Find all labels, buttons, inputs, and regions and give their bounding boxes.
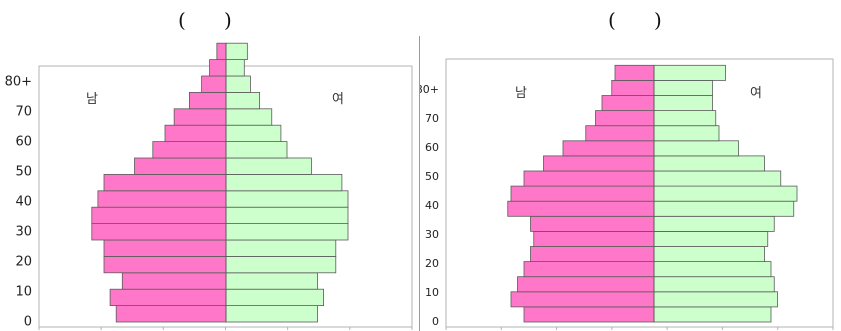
population-pyramid-right: 0 10 20 30 40 50 60 70 80+ 남 여 xyxy=(420,58,834,330)
bar-female xyxy=(653,185,798,202)
y-tick-label: 80+ xyxy=(420,83,439,96)
bar-male xyxy=(510,291,655,308)
bar-male xyxy=(97,190,227,208)
population-pyramid-left: 0 10 20 30 40 50 60 70 80+ 남 여 xyxy=(5,42,413,330)
bar-female xyxy=(225,173,343,192)
bar-male xyxy=(173,108,227,126)
bar-female xyxy=(653,125,720,142)
bar-female xyxy=(225,157,312,175)
label-male: 남 xyxy=(86,92,98,107)
bar-female xyxy=(653,155,765,172)
bar-male xyxy=(517,276,655,293)
bar-female xyxy=(225,206,349,224)
y-tick-label: 10 xyxy=(15,285,32,300)
y-tick-label: 0 xyxy=(432,315,439,328)
y-tick-label: 70 xyxy=(425,112,439,125)
label-male: 남 xyxy=(515,86,527,101)
bar-male xyxy=(611,80,655,96)
bar-male xyxy=(152,141,227,159)
bar-male xyxy=(530,246,655,263)
y-tick-label: 0 xyxy=(24,315,32,330)
bar-male xyxy=(543,155,655,172)
bar-female xyxy=(653,261,772,278)
y-tick-label: 40 xyxy=(15,195,32,210)
bar-female xyxy=(653,80,713,96)
y-tick-label: 40 xyxy=(425,199,439,212)
bar-male xyxy=(103,255,227,274)
bar-female xyxy=(225,59,245,77)
bar-male xyxy=(614,64,655,81)
label-female: 여 xyxy=(750,86,762,101)
bar-male xyxy=(103,173,227,192)
bar-female xyxy=(225,305,318,323)
label-female: 여 xyxy=(332,92,344,107)
bar-male xyxy=(103,239,227,257)
bar-female xyxy=(225,141,288,159)
bar-male xyxy=(523,261,655,278)
bar-female xyxy=(225,255,337,274)
bar-male xyxy=(91,223,227,241)
bar-male xyxy=(562,140,655,157)
bar-male xyxy=(510,185,655,202)
y-tick-label: 60 xyxy=(15,135,32,150)
bar-female xyxy=(653,140,739,157)
y-tick-label: 70 xyxy=(15,105,32,120)
bar-male xyxy=(530,215,655,232)
bar-female xyxy=(653,95,713,112)
bar-male xyxy=(134,157,227,175)
bar-male xyxy=(201,75,227,93)
y-tick-label: 80+ xyxy=(5,75,32,90)
bar-female xyxy=(653,246,765,263)
bar-female xyxy=(225,124,282,142)
caption-right: ( ) xyxy=(608,8,662,32)
bar-male xyxy=(109,288,227,307)
bar-female xyxy=(653,110,717,127)
bar-female xyxy=(225,75,251,93)
bar-female xyxy=(225,108,273,126)
bar-female xyxy=(653,215,775,232)
bar-female xyxy=(225,223,349,241)
bar-male xyxy=(91,206,227,224)
bar-male xyxy=(115,305,227,323)
caption-left: ( ) xyxy=(178,8,232,32)
y-tick-label: 20 xyxy=(15,255,32,270)
bar-female xyxy=(653,230,769,247)
bar-male xyxy=(595,110,655,127)
y-tick-label: 30 xyxy=(425,228,439,241)
bar-male xyxy=(216,42,227,61)
bar-female xyxy=(225,288,324,307)
bar-male xyxy=(523,170,655,187)
bar-male xyxy=(121,272,227,290)
bar-male xyxy=(523,306,655,323)
y-tick-label: 30 xyxy=(15,225,32,240)
y-tick-label: 60 xyxy=(425,141,439,154)
bar-female xyxy=(225,272,318,290)
bar-male xyxy=(533,230,655,247)
panel-divider xyxy=(419,36,420,331)
bar-male xyxy=(507,200,655,217)
y-tick-label: 50 xyxy=(425,170,439,183)
bar-female xyxy=(653,64,726,81)
bar-female xyxy=(653,200,795,217)
bar-female xyxy=(225,190,349,208)
bar-male xyxy=(164,124,227,142)
bar-female xyxy=(653,170,782,187)
bar-male xyxy=(188,92,227,110)
bar-female xyxy=(653,291,778,308)
bar-female xyxy=(225,239,337,257)
y-tick-label: 20 xyxy=(425,257,439,270)
bar-male xyxy=(601,95,655,112)
y-tick-label: 50 xyxy=(15,165,32,180)
bar-female xyxy=(653,306,772,323)
bar-female xyxy=(225,42,248,61)
y-tick-label: 10 xyxy=(425,286,439,299)
bar-male xyxy=(585,125,655,142)
bar-female xyxy=(653,276,775,293)
bar-female xyxy=(225,92,260,110)
bar-male xyxy=(209,59,227,77)
